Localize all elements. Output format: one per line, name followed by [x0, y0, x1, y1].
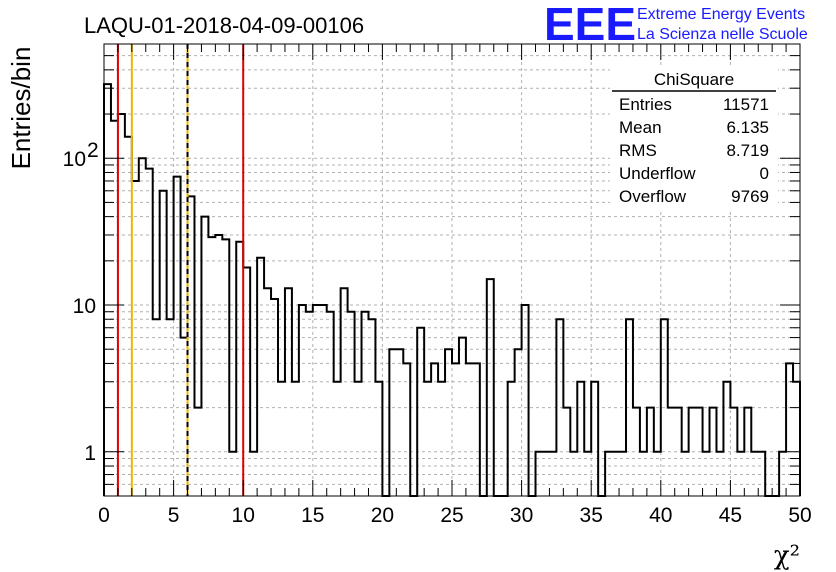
histogram-bin — [160, 191, 167, 496]
histogram-bin — [104, 84, 111, 496]
histogram-bin — [146, 169, 153, 496]
histogram-bin — [424, 382, 431, 496]
x-tick-label: 10 — [232, 504, 255, 527]
x-tick-label: 0 — [98, 504, 110, 527]
x-tick-label: 45 — [719, 504, 742, 527]
logo-mark: EEE — [544, 0, 636, 50]
histogram-bin — [201, 217, 208, 496]
y-tick-label: 10 — [73, 295, 96, 318]
histogram-bin — [222, 239, 229, 496]
stats-box: ChiSquare Entries 11571 Mean 6.135 RMS 8.719 U… — [610, 66, 778, 210]
stats-box-background — [610, 66, 778, 210]
histogram-bin — [793, 382, 800, 496]
histogram-bin — [473, 363, 480, 496]
histogram-bin — [522, 305, 529, 496]
histogram-bin — [459, 338, 466, 496]
histogram-bin — [375, 382, 382, 496]
histogram-bin — [723, 382, 730, 496]
histogram-bin — [355, 382, 362, 496]
stats-row-value: 11571 — [723, 95, 769, 114]
histogram-bin — [139, 158, 146, 496]
histogram-bin — [132, 181, 139, 496]
y-tick-label: 10 — [63, 148, 86, 171]
histogram-bin — [786, 363, 793, 496]
histogram-bin — [257, 258, 264, 496]
stats-row-value: 9769 — [731, 187, 769, 206]
x-tick-label: 50 — [788, 504, 811, 527]
x-tick-label: 25 — [440, 504, 463, 527]
histogram-bin — [348, 312, 355, 496]
histogram-bin — [438, 382, 445, 496]
reference-lines — [116, 44, 245, 496]
histogram-bin — [313, 305, 320, 496]
axis-ticks — [103, 43, 801, 497]
histogram-bin — [215, 235, 222, 496]
stats-row-label: Mean — [619, 118, 662, 137]
stats-row-value: 6.135 — [726, 118, 769, 137]
histogram-bin — [577, 382, 584, 496]
logo-line-2: La Scienza nelle Scuole — [637, 26, 808, 43]
histogram-outline — [103, 83, 801, 497]
histogram-bin — [417, 328, 424, 496]
histogram-bin — [299, 305, 306, 496]
x-axis-label: χ² — [774, 541, 800, 571]
x-tick-label: 5 — [168, 504, 180, 527]
histogram-bin — [111, 121, 118, 496]
x-tick-label: 15 — [301, 504, 324, 527]
chart-title: LAQU-01-2018-04-09-00106 — [84, 13, 364, 38]
histogram-bin — [466, 363, 473, 496]
histogram-bin — [188, 196, 195, 496]
histogram-bin — [334, 382, 341, 496]
histogram-bin — [389, 349, 396, 496]
histogram-bin — [320, 305, 327, 496]
eee-logo: EEE Extreme Energy Events La Scienza nel… — [544, 0, 808, 50]
histogram-bin — [431, 363, 438, 496]
y-tick-label-exponent: 2 — [87, 139, 99, 162]
histogram-bin — [208, 237, 215, 496]
x-tick-label: 30 — [510, 504, 533, 527]
histogram-bin — [452, 363, 459, 496]
stats-row-value: 0 — [760, 164, 769, 183]
histogram-bin — [174, 177, 181, 496]
x-tick-labels: 0 5 10 15 20 25 30 35 40 45 50 — [98, 504, 812, 527]
stats-row-value: 8.719 — [726, 141, 769, 160]
histogram-bin — [396, 349, 403, 496]
y-tick-label: 1 — [84, 442, 96, 465]
histogram-bin — [292, 382, 299, 496]
y-axis-label: Entries/bin — [6, 47, 36, 170]
histogram-bin — [515, 349, 522, 496]
histogram-bin — [181, 338, 188, 496]
x-tick-label: 40 — [649, 504, 672, 527]
stats-row-label: Overflow — [619, 187, 687, 206]
histogram-bin — [445, 349, 452, 496]
logo-line-1: Extreme Energy Events — [637, 6, 805, 23]
histogram-bin — [362, 312, 369, 496]
stats-row-label: Entries — [619, 95, 672, 114]
histogram-bin — [306, 312, 313, 496]
histogram-bin — [278, 382, 285, 496]
x-tick-label: 35 — [580, 504, 603, 527]
stats-box-title: ChiSquare — [654, 70, 734, 89]
histogram-bin — [403, 363, 410, 496]
histogram-bin — [508, 382, 515, 496]
histogram-bin — [236, 242, 243, 496]
x-tick-label: 20 — [371, 504, 394, 527]
stats-row-label: Underflow — [619, 164, 696, 183]
histogram-bin — [591, 382, 598, 496]
stats-row-label: RMS — [619, 141, 657, 160]
histogram — [103, 83, 801, 497]
histogram-bin — [327, 312, 334, 496]
